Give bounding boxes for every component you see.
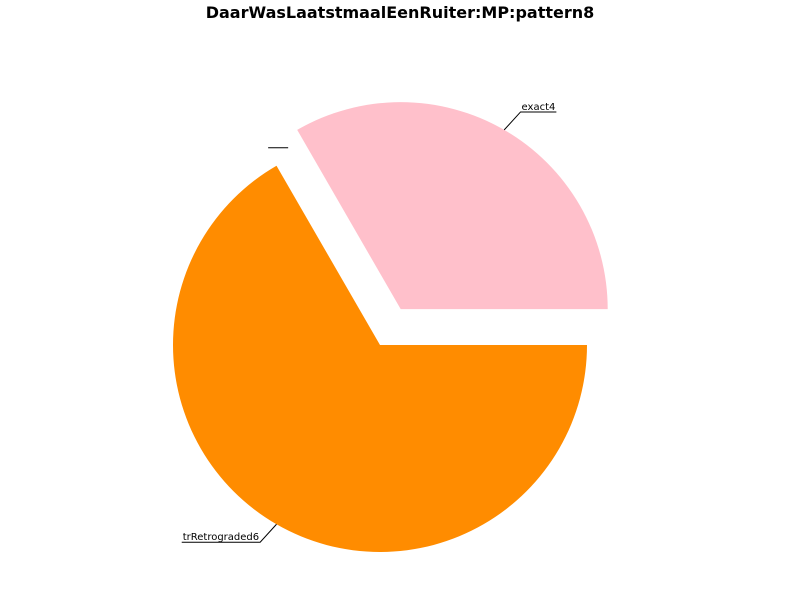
pie-slice-trRetrograded6: [173, 165, 587, 552]
pie-slice-label: trRetrograded6: [183, 532, 259, 543]
pie-labels: exact4 trRetrograded6: [181, 102, 557, 543]
pie-slice-exact4: [297, 102, 608, 310]
chart-title: DaarWasLaatstmaalEenRuiter:MP:pattern8: [206, 3, 595, 22]
pie-leader-line: [181, 523, 277, 543]
pie-leader-line: [503, 111, 557, 131]
pie-slices: [173, 102, 608, 552]
pie-slice-label: exact4: [522, 102, 556, 113]
